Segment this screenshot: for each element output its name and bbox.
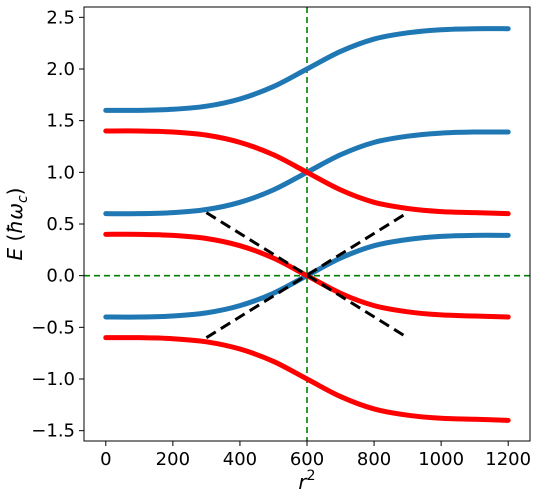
x-axis: 0 200 400 600 800 1000 1200: [100, 441, 531, 470]
y-tick-label: −1.5: [31, 421, 75, 442]
x-axis-label: r2: [298, 468, 315, 494]
y-tick-label: 2.0: [46, 59, 75, 80]
y-axis-label-unit-symbol: ħω: [3, 203, 27, 234]
x-tick-label: 0: [100, 449, 111, 470]
y-axis: −1.5 −1.0 −0.5 0.0 0.5 1.0 1.5 2.0 2.5: [31, 7, 84, 442]
x-tick-label: 1000: [418, 449, 464, 470]
x-tick-label: 1200: [485, 449, 531, 470]
y-tick-label: 1.5: [46, 111, 75, 132]
y-axis-label: E (ħωc): [3, 188, 31, 261]
x-tick-label: 600: [290, 449, 324, 470]
y-axis-label-close: ): [3, 188, 27, 196]
x-tick-label: 200: [156, 449, 190, 470]
y-tick-label: 0.0: [46, 266, 75, 287]
red-energy-curve-4: [103, 128, 511, 217]
red-energy-curve-5: [103, 231, 511, 320]
x-axis-label-exponent: 2: [307, 468, 316, 484]
x-axis-label-variable: r: [298, 470, 308, 494]
y-tick-label: 1.0: [46, 162, 75, 183]
y-axis-label-unit-subscript: c: [15, 195, 31, 203]
black-dashed-line-2: [205, 213, 406, 339]
red-energy-curve-6: [103, 335, 511, 423]
y-tick-label: −0.5: [31, 317, 75, 338]
blue-energy-curve-1: [103, 26, 511, 113]
x-tick-label: 400: [223, 449, 257, 470]
y-tick-label: −1.0: [31, 369, 75, 390]
y-tick-label: 2.5: [46, 7, 75, 28]
y-axis-label-variable: E: [3, 247, 27, 260]
x-tick-label: 800: [357, 449, 391, 470]
y-axis-label-open: (: [3, 234, 27, 248]
black-dashed-line-1: [205, 211, 406, 337]
y-tick-label: 0.5: [46, 214, 75, 235]
